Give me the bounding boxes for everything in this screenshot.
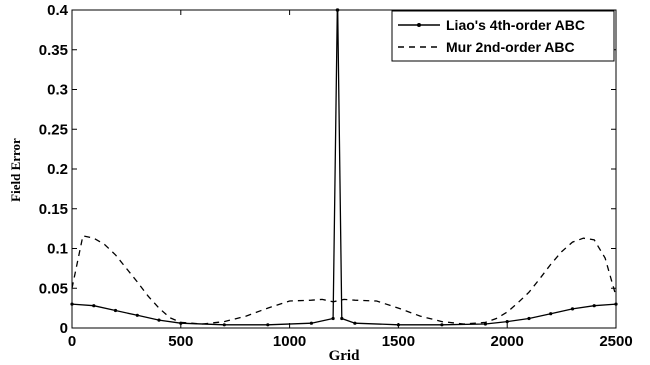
data-point-liao (113, 308, 118, 313)
legend-box (391, 10, 615, 62)
x-tick-label: 2000 (491, 333, 524, 350)
data-point-liao (353, 321, 357, 325)
legend: Liao's 4th-order ABC Mur 2nd-order ABC (391, 10, 615, 62)
data-point-liao (331, 316, 335, 321)
x-tick-label: 500 (168, 333, 193, 350)
y-tick-label: 0.25 (39, 121, 68, 138)
x-tick-label: 0 (68, 333, 76, 350)
data-point-liao (614, 302, 618, 306)
y-tick-label: 0 (60, 320, 68, 337)
data-point-liao (92, 304, 96, 308)
data-point-liao (70, 302, 74, 306)
y-tick-label: 0.3 (47, 82, 68, 99)
x-axis-label: Grid (329, 348, 360, 364)
data-point-liao (549, 312, 553, 316)
y-tick-label: 0.2 (47, 161, 68, 178)
data-point-liao (570, 307, 575, 311)
legend-marker-liao (417, 23, 421, 27)
y-tick-label: 0.15 (39, 201, 68, 218)
data-point-liao (592, 304, 596, 308)
data-point-liao (505, 320, 509, 324)
x-tick-label: 1000 (273, 333, 306, 350)
y-axis-label: Field Error (8, 138, 23, 202)
y-tick-label: 0.05 (39, 280, 68, 297)
y-tick-label: 0.1 (47, 241, 68, 258)
data-point-liao (340, 316, 344, 321)
data-point-liao (336, 8, 340, 12)
series-layer (70, 8, 618, 327)
data-point-liao (309, 321, 313, 325)
legend-label-mur: Mur 2nd-order ABC (446, 39, 575, 55)
plot-frame (71, 9, 617, 329)
data-point-liao (440, 323, 444, 327)
series-line-mur (71, 235, 617, 325)
data-point-liao (527, 316, 531, 321)
data-point-liao (483, 322, 487, 326)
x-tick-label: 1500 (382, 333, 415, 350)
data-point-liao (396, 323, 400, 327)
y-tick-label: 0.35 (39, 42, 68, 59)
data-point-liao (266, 323, 270, 327)
plot-area (71, 9, 617, 329)
y-tick-label: 0.4 (47, 2, 69, 19)
axis-ticks: 0 500 1000 1500 2000 2500 0 0.05 0.1 0.15 0.2 0.25 0… (39, 2, 633, 350)
x-tick-label: 2500 (599, 333, 632, 350)
data-point-liao (222, 323, 226, 327)
data-point-liao (135, 313, 139, 317)
data-point-liao (157, 318, 161, 322)
legend-label-liao: Liao's 4th-order ABC (446, 17, 585, 33)
